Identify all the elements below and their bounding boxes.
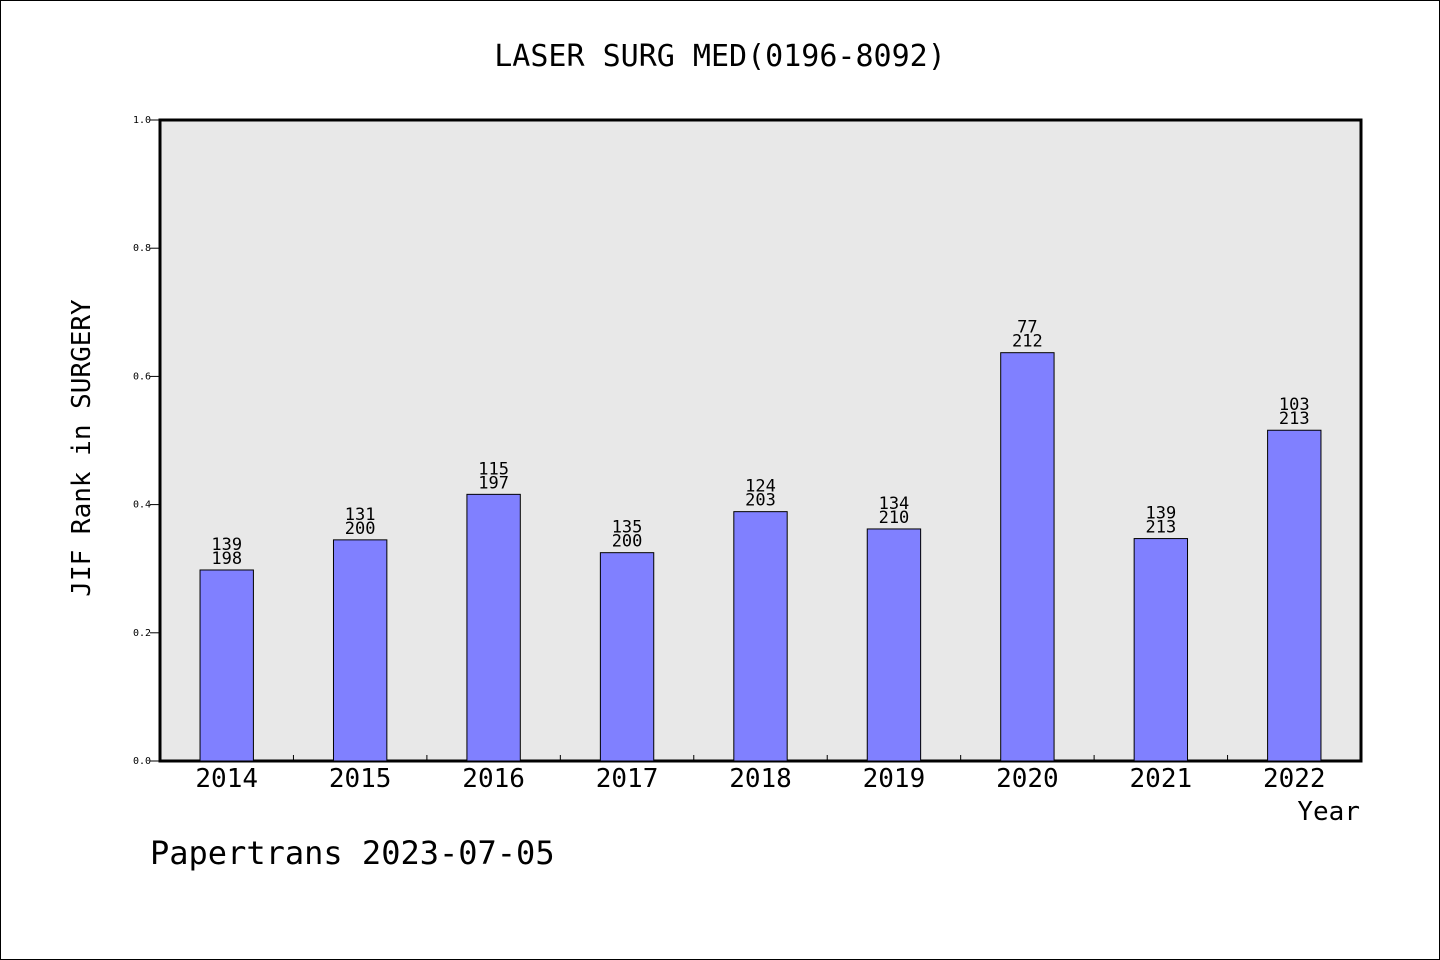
y-axis-label: JIF Rank in SURGERY: [67, 299, 97, 597]
bar-2016: [466, 493, 521, 762]
bar-2019: [866, 528, 922, 762]
bar-rank-label: 124: [745, 477, 776, 497]
y-tick-label: 1.0: [133, 115, 151, 126]
x-tick-label: 2019: [863, 764, 926, 794]
y-axis: 0.0 0.2 0.4 0.6 0.8 1.0: [133, 115, 160, 767]
bars: [199, 352, 1322, 762]
bar-total-label: 212: [1012, 332, 1043, 352]
bar-rank-label: 115: [478, 459, 509, 479]
bar-2015: [332, 539, 388, 762]
bar-rank-label: 139: [211, 535, 242, 555]
bar-rank-label: 135: [612, 518, 643, 538]
y-tick-label: 0.4: [133, 500, 151, 511]
footer-text: Papertrans 2023-07-05: [150, 834, 555, 872]
y-tick-label: 0.8: [133, 243, 151, 254]
x-tick-label: 2014: [195, 764, 258, 794]
x-axis-label: Year: [1297, 797, 1360, 827]
bar-2017: [599, 552, 655, 762]
bar-rank-label: 131: [345, 505, 376, 525]
bar-2020: [1000, 352, 1055, 762]
bar-rank-label: 134: [879, 494, 910, 514]
bar-total-label: 200: [612, 532, 643, 552]
bar-2022: [1267, 429, 1322, 762]
bar-2018: [733, 511, 788, 762]
bar-rank-label: 77: [1017, 318, 1037, 338]
bar-total-label: 197: [478, 473, 509, 493]
y-tick-label: 0.0: [133, 756, 151, 767]
x-tick-label: 2018: [729, 764, 792, 794]
bar-total-label: 200: [345, 519, 376, 539]
bar-rank-label: 103: [1279, 395, 1310, 415]
x-tick-label: 2021: [1130, 764, 1193, 794]
x-axis: 2014 2015 2016 2017 2018 2019 2020 2021 2022: [195, 755, 1326, 794]
y-tick-label: 0.2: [133, 628, 151, 639]
bar-total-label: 213: [1279, 409, 1310, 429]
x-tick-label: 2015: [329, 764, 392, 794]
x-tick-label: 2022: [1263, 764, 1326, 794]
bar-rank-label: 139: [1145, 504, 1176, 524]
bar-total-label: 198: [211, 549, 242, 569]
x-tick-label: 2017: [596, 764, 659, 794]
bar-total-label: 210: [879, 508, 910, 528]
y-tick-label: 0.6: [133, 371, 151, 382]
chart-title: LASER SURG MED(0196-8092): [494, 39, 946, 74]
x-tick-label: 2016: [462, 764, 525, 794]
bar-2014: [199, 569, 254, 762]
bar-total-label: 203: [745, 491, 776, 511]
bar-total-label: 213: [1145, 518, 1176, 538]
x-tick-label: 2020: [996, 764, 1059, 794]
bar-2021: [1133, 538, 1189, 762]
